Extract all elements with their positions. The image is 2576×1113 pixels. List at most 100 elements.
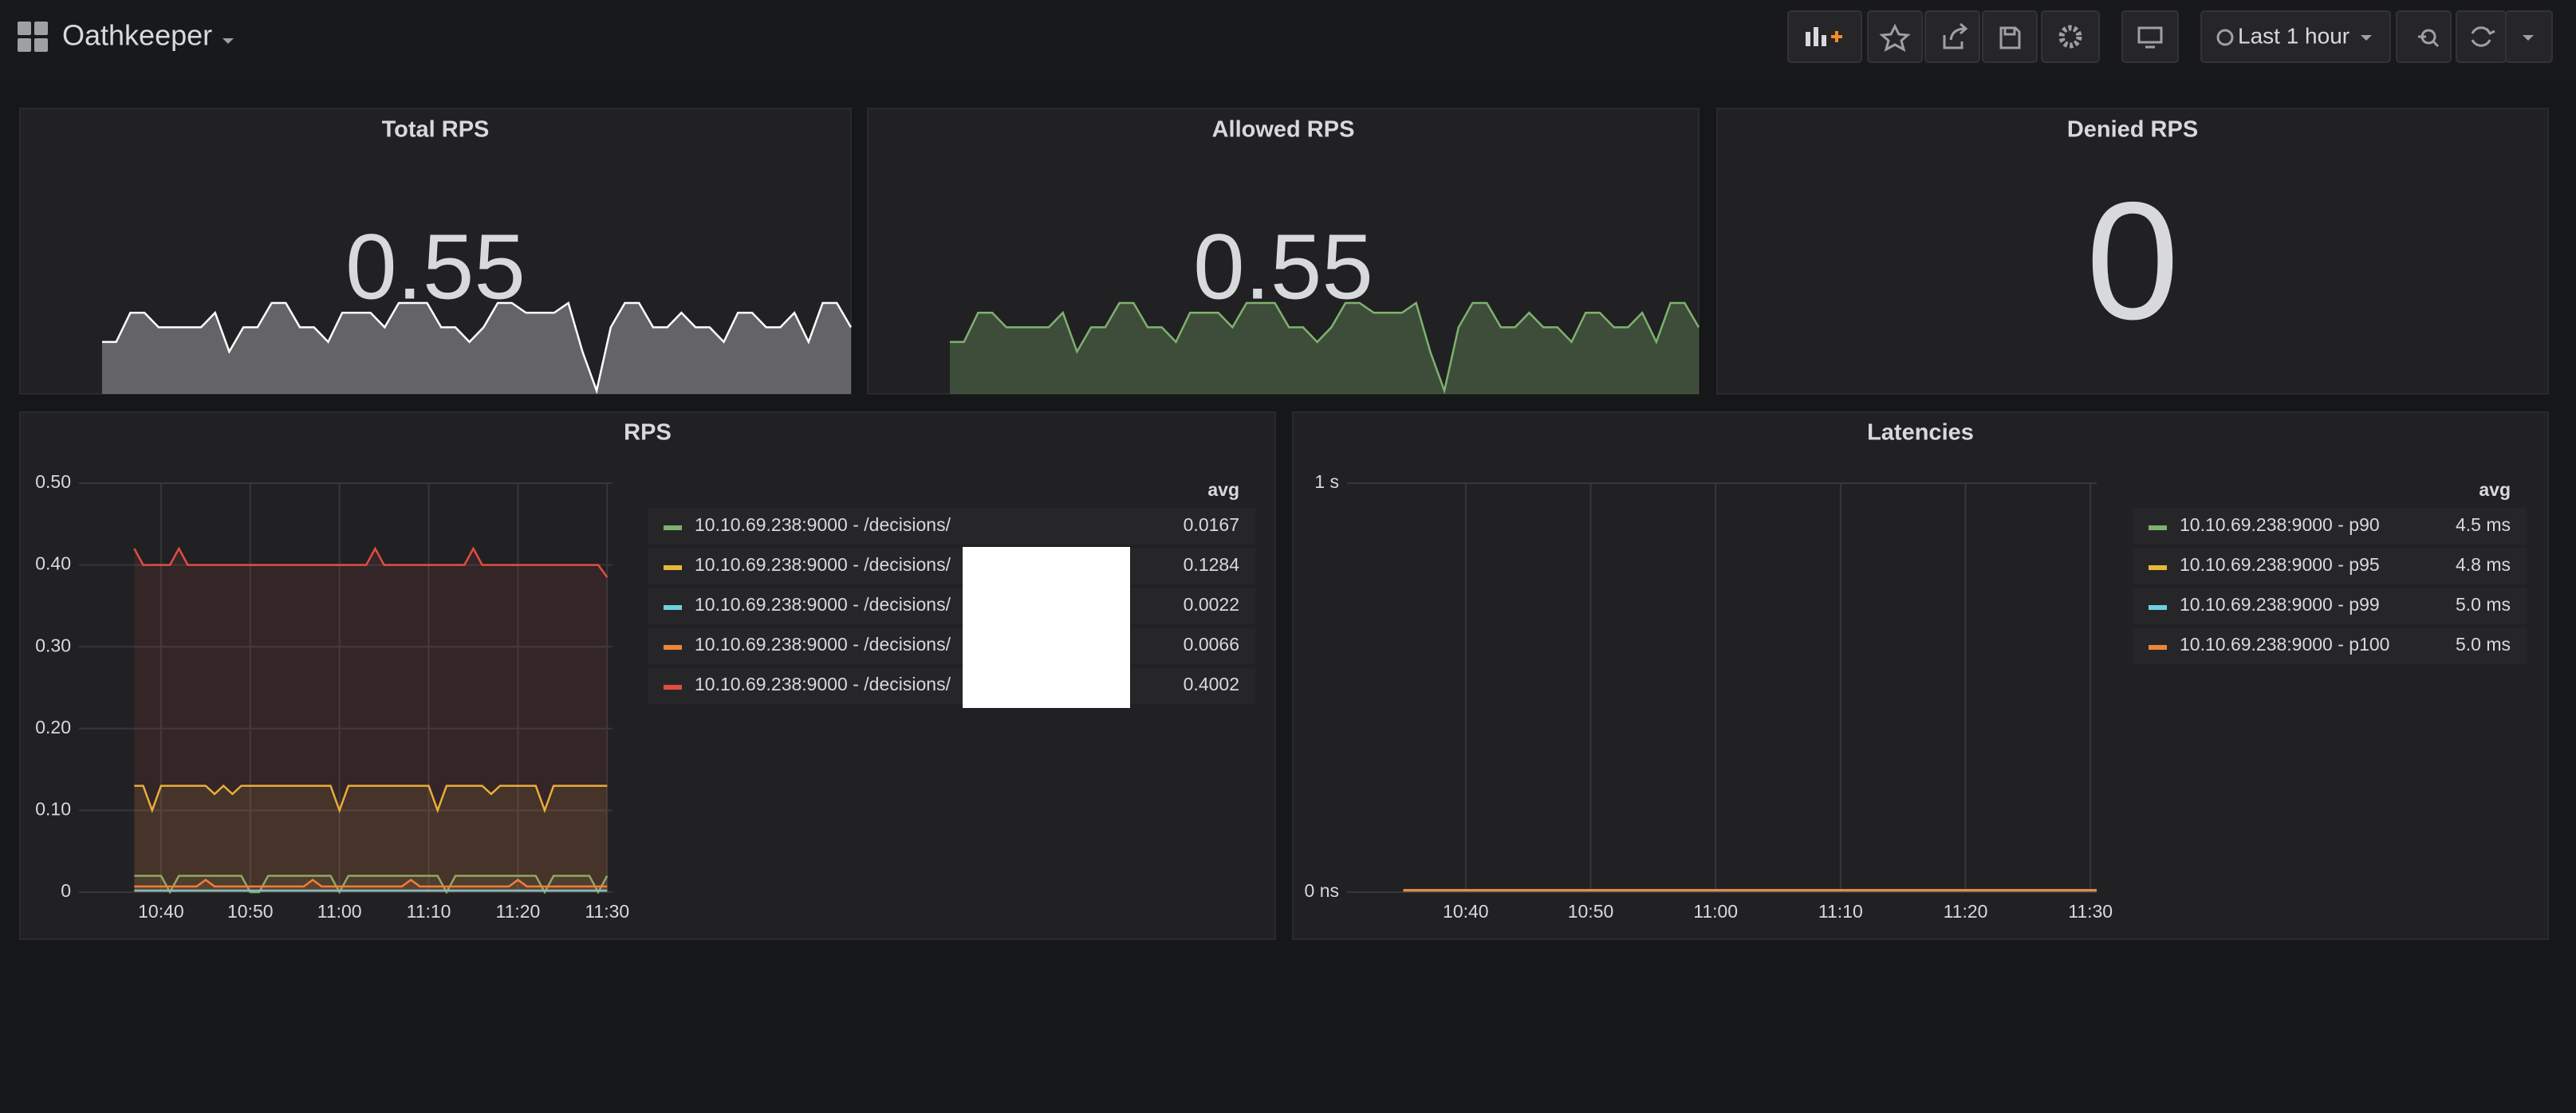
add-panel-icon — [1806, 27, 1842, 46]
panel-title: Latencies — [1867, 420, 1974, 446]
series-area — [134, 879, 608, 892]
legend-value: 0.1284 — [1184, 554, 1240, 575]
panel-background — [1292, 411, 2549, 940]
legend-value: 5.0 ms — [2456, 634, 2511, 655]
save-button[interactable] — [1982, 10, 2038, 63]
sparkline-area — [102, 303, 851, 394]
clock-icon — [2216, 29, 2234, 46]
star-icon — [1879, 23, 1911, 53]
tv-button[interactable] — [2121, 10, 2179, 63]
x-tick-label: 10:50 — [1568, 901, 1614, 922]
legend-name: 10.10.69.238:9000 - /decisions/ — [695, 594, 951, 615]
y-tick-label: 0 ns — [1305, 880, 1339, 901]
legend-value: 0.0022 — [1184, 594, 1239, 615]
x-tick-label: 11:30 — [585, 901, 629, 922]
time-caret — [2361, 35, 2372, 41]
legend-name: 10.10.69.238:9000 - p95 — [2180, 554, 2380, 575]
x-tick-label: 11:10 — [1818, 901, 1863, 922]
sparkline — [102, 301, 853, 395]
refresh-icon — [2471, 26, 2495, 47]
legend-name: 10.10.69.238:9000 - p90 — [2180, 514, 2380, 535]
series-line — [134, 879, 608, 888]
y-tick-label: 0 — [61, 880, 71, 901]
redaction — [963, 547, 1130, 708]
panel-title: Denied RPS — [2067, 117, 2198, 143]
legend-value: 0.4002 — [1184, 674, 1239, 694]
title-caret[interactable] — [223, 38, 234, 44]
panel-background — [1716, 108, 2549, 395]
x-tick-label: 11:20 — [1944, 901, 1988, 922]
graph-panel: Latencies 0 ns 1 s 10:40 10:50 11:00 11:10 11:2… — [1292, 411, 2549, 940]
legend-value: 0.0167 — [1184, 514, 1239, 535]
y-tick-label: 0.30 — [35, 635, 71, 655]
panel-title: RPS — [624, 420, 672, 446]
legend-header: avg — [2479, 479, 2511, 500]
zoom-icon — [2418, 29, 2440, 48]
legend-row — [2133, 588, 2527, 624]
legend-value: 5.0 ms — [2456, 594, 2511, 615]
x-tick-label: 11:30 — [2068, 901, 2113, 922]
legend-row — [2133, 508, 2527, 545]
legend-row — [648, 548, 1255, 584]
sparkline — [950, 301, 1700, 395]
x-tick-label: 10:40 — [1443, 901, 1489, 922]
y-tick-label: 0.10 — [35, 798, 71, 819]
series-line — [133, 546, 609, 578]
dashboard-title[interactable]: Oathkeeper — [62, 19, 212, 52]
stat-panel: Denied RPS 0 — [1716, 108, 2549, 395]
series-line — [134, 784, 608, 814]
stat-value: 0.55 — [1193, 215, 1373, 319]
share-icon — [1943, 22, 1968, 49]
settings-button[interactable] — [2041, 10, 2100, 63]
star-button[interactable] — [1867, 10, 1923, 63]
panel-title: Allowed RPS — [1212, 117, 1355, 143]
legend-name: 10.10.69.238:9000 - /decisions/ — [695, 554, 951, 575]
y-tick-label: 0.20 — [35, 717, 71, 737]
toolbar: Last 1 hour — [1787, 10, 2553, 63]
time-range[interactable]: Last 1 hour — [2238, 23, 2350, 48]
legend-name: 10.10.69.238:9000 - p99 — [2180, 594, 2380, 615]
x-tick-label: 11:20 — [495, 901, 540, 922]
x-tick-label: 11:10 — [407, 901, 451, 922]
legend-value: 4.8 ms — [2456, 554, 2511, 575]
graph-panel: RPS 0 0.10 0.20 0.30 0.40 0.50 10:40 10:50 11:00 1… — [19, 411, 1276, 940]
legend-value: 4.5 ms — [2456, 514, 2511, 535]
legend-row — [648, 588, 1255, 624]
stat-panel: Total RPS 0.55 — [19, 108, 853, 395]
legend-name: 10.10.69.238:9000 - /decisions/ — [695, 514, 951, 535]
time-picker[interactable] — [2200, 10, 2391, 63]
interval-caret — [2523, 35, 2534, 41]
series-area — [134, 785, 608, 892]
legend-row — [648, 667, 1255, 704]
x-tick-label: 11:00 — [1693, 901, 1738, 922]
series-area — [134, 549, 608, 892]
stat-value: 0.55 — [345, 215, 526, 319]
refresh-button[interactable] — [2456, 10, 2507, 63]
legend-header: avg — [1207, 479, 1239, 500]
legend-row — [648, 627, 1255, 664]
settings-icon — [2058, 25, 2082, 49]
dashboard-icon — [18, 22, 48, 52]
x-tick-label: 10:40 — [138, 901, 184, 922]
y-tick-label: 0.40 — [35, 553, 71, 574]
legend-row — [2133, 548, 2527, 584]
x-tick-label: 11:00 — [317, 901, 362, 922]
panel-background — [19, 108, 852, 395]
legend-row — [2133, 627, 2527, 664]
legend-name: 10.10.69.238:9000 - p100 — [2180, 634, 2389, 655]
panel-title: Total RPS — [382, 117, 490, 143]
legend-value: 0.0066 — [1184, 634, 1239, 655]
navbar — [0, 0, 2576, 80]
legend-row — [648, 508, 1255, 545]
tv-icon — [2137, 26, 2163, 49]
series-line — [134, 875, 609, 895]
x-tick-label: 10:50 — [227, 901, 274, 922]
panel-background — [867, 108, 1700, 395]
series-area — [134, 875, 608, 892]
legend-name: 10.10.69.238:9000 - /decisions/ — [695, 674, 951, 694]
sparkline-area — [950, 303, 1699, 394]
stat-panel: Allowed RPS 0.55 — [867, 108, 1700, 395]
stat-value: 0 — [2086, 167, 2180, 354]
